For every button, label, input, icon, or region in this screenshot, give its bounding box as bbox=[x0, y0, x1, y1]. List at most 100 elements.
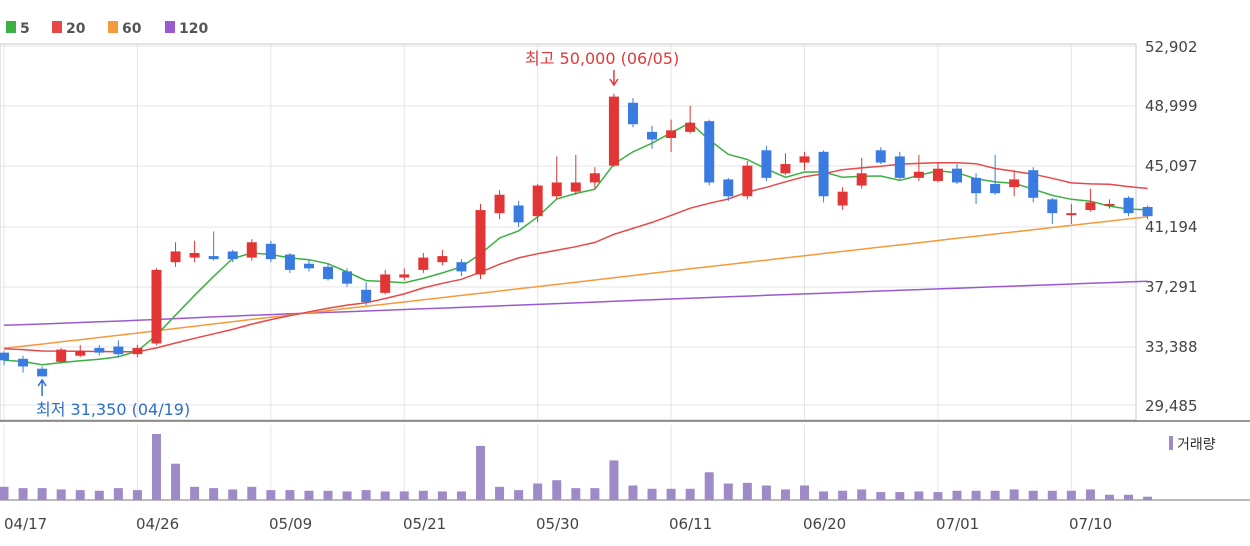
candle-body bbox=[799, 156, 810, 163]
candle-body bbox=[380, 274, 391, 293]
candle-body bbox=[56, 349, 67, 362]
y-tick-label: 29,485 bbox=[1145, 397, 1198, 415]
candle-body bbox=[627, 102, 638, 125]
volume-bar bbox=[590, 488, 600, 500]
candle-body bbox=[1028, 170, 1039, 198]
volume-bar bbox=[857, 489, 867, 500]
candle-body bbox=[818, 151, 829, 197]
legend-label-ma5: 5 bbox=[20, 21, 30, 37]
x-tick-label: 06/11 bbox=[669, 515, 712, 533]
candle-body bbox=[551, 182, 562, 197]
candle-body bbox=[532, 185, 543, 217]
volume-bar bbox=[151, 434, 161, 500]
volume-bar bbox=[895, 492, 905, 500]
plot-frame bbox=[0, 43, 1137, 421]
volume-bar bbox=[247, 486, 257, 500]
volume-bar bbox=[171, 463, 181, 500]
volume-bar bbox=[456, 491, 466, 500]
volume-bar bbox=[609, 460, 619, 500]
volume-bar bbox=[495, 486, 505, 500]
volume-bar bbox=[476, 445, 485, 500]
volume-bar bbox=[190, 486, 200, 500]
x-tick-label: 04/26 bbox=[136, 515, 179, 533]
volume-bar bbox=[819, 491, 829, 500]
volume-bar bbox=[552, 480, 562, 500]
candle-body bbox=[932, 168, 943, 181]
volume-bar bbox=[1143, 496, 1153, 500]
candle-body bbox=[723, 179, 734, 197]
candle-body bbox=[780, 164, 791, 174]
candle-body bbox=[647, 131, 658, 140]
candle-body bbox=[37, 368, 48, 377]
volume-bar bbox=[228, 489, 238, 500]
volume-bar bbox=[533, 483, 543, 500]
volume-bar bbox=[418, 490, 428, 500]
candle-body bbox=[75, 351, 86, 356]
y-tick-label: 45,097 bbox=[1145, 157, 1198, 175]
y-tick-label: 52,902 bbox=[1145, 38, 1198, 56]
min-arrow-head bbox=[37, 378, 47, 387]
volume-bar bbox=[914, 491, 924, 500]
volume-bar bbox=[0, 486, 9, 500]
candle-body bbox=[1047, 199, 1058, 214]
volume-bar bbox=[971, 490, 981, 500]
volume-bar bbox=[666, 488, 676, 500]
legend-label-ma120: 120 bbox=[179, 21, 208, 37]
volume-bar bbox=[514, 490, 524, 500]
volume-bar bbox=[761, 485, 771, 500]
x-tick-label: 07/01 bbox=[936, 515, 979, 533]
volume-bar bbox=[933, 492, 943, 500]
candle-body bbox=[342, 271, 353, 284]
candle-body bbox=[151, 269, 162, 344]
volume-bar bbox=[94, 490, 104, 500]
volume-bar bbox=[56, 489, 66, 500]
x-tick-label: 07/10 bbox=[1069, 515, 1112, 533]
volume-bar bbox=[952, 490, 962, 500]
candle-body bbox=[1142, 207, 1153, 217]
x-tick-label: 04/17 bbox=[4, 515, 47, 533]
volume-bar bbox=[285, 490, 295, 500]
legend-swatch-ma5 bbox=[6, 21, 16, 33]
volume-bar bbox=[113, 488, 123, 500]
candle-body bbox=[0, 352, 9, 361]
candle-body bbox=[570, 182, 581, 192]
volume-bar bbox=[628, 485, 638, 500]
legend-label-ma20: 20 bbox=[66, 21, 86, 37]
volume-bar bbox=[780, 489, 790, 500]
volume-bar bbox=[685, 488, 695, 500]
x-tick-label: 05/09 bbox=[269, 515, 312, 533]
candle-body bbox=[608, 96, 619, 166]
candle-body bbox=[208, 256, 219, 260]
volume-bar bbox=[399, 491, 409, 500]
legend: 5 20 60 120 bbox=[6, 21, 208, 37]
volume-bar bbox=[1009, 489, 1019, 500]
candle-body bbox=[513, 205, 524, 223]
candle-body bbox=[894, 156, 905, 178]
candle-body bbox=[284, 254, 295, 270]
candle-body bbox=[94, 348, 105, 353]
volume-bar bbox=[742, 482, 752, 500]
volume-bar bbox=[380, 491, 390, 500]
candle-body bbox=[1009, 179, 1020, 188]
volume-bar bbox=[571, 488, 581, 500]
volume-bar bbox=[1028, 490, 1038, 500]
candle-body bbox=[666, 130, 677, 139]
volume-bar bbox=[990, 490, 1000, 500]
candle-body bbox=[246, 242, 257, 258]
volume-bar bbox=[209, 488, 219, 500]
volume-bar bbox=[1066, 490, 1076, 500]
volume-bar bbox=[37, 488, 47, 500]
y-tick-label: 48,999 bbox=[1145, 97, 1198, 115]
candle-body bbox=[323, 266, 334, 280]
candle-body bbox=[1104, 203, 1115, 206]
candle-body bbox=[913, 171, 924, 178]
volume-bar bbox=[132, 490, 142, 500]
volume-bar bbox=[18, 488, 28, 500]
y-tick-label: 33,388 bbox=[1145, 338, 1198, 356]
candle-body bbox=[837, 191, 848, 206]
candle-body bbox=[1066, 213, 1077, 216]
candle-body bbox=[418, 257, 429, 270]
max-price-annotation: 최고 50,000 (06/05) bbox=[525, 49, 679, 68]
x-tick-label: 05/21 bbox=[403, 515, 446, 533]
